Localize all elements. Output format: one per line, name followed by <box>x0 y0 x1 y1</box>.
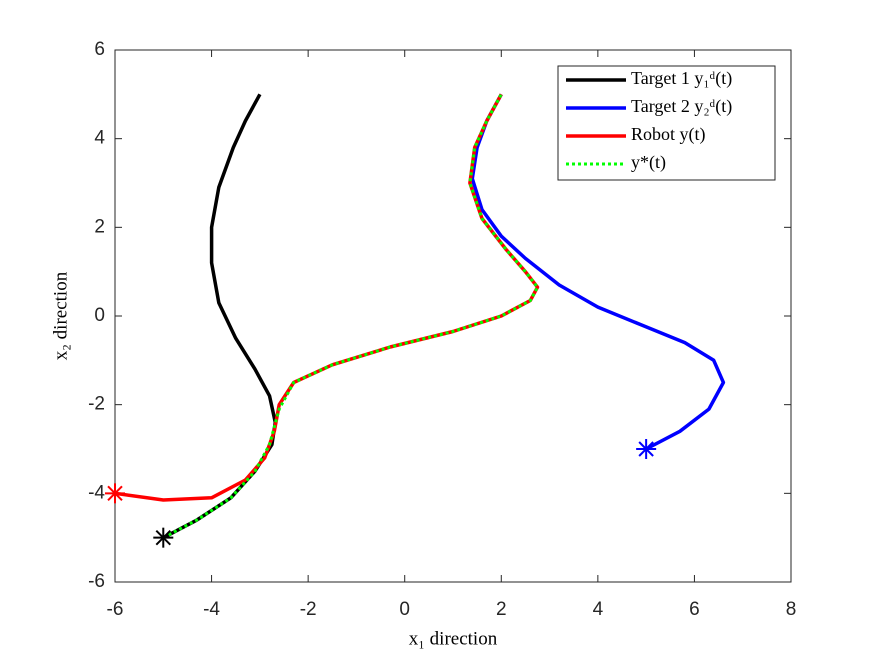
y-tick-label: -2 <box>88 394 105 415</box>
x-tick-label: -2 <box>300 599 317 620</box>
x-tick-label: -6 <box>107 599 124 620</box>
x-tick-label: 2 <box>496 599 507 620</box>
y-tick-label: 6 <box>94 39 105 60</box>
marker-stroke <box>155 529 171 546</box>
y-tick-label: 4 <box>94 128 105 149</box>
legend-label: Target 2 y₂ᵈ(t) <box>631 96 732 117</box>
x-tick-label: -4 <box>203 599 220 620</box>
x-tick-label: 4 <box>593 599 604 620</box>
marker-stroke <box>107 485 123 502</box>
legend-label: Robot y(t) <box>631 124 706 145</box>
x-axis-label: x₁ direction <box>409 628 498 649</box>
x-tick-label: 0 <box>399 599 410 620</box>
marker-stroke <box>638 441 654 457</box>
x-tick-label: 6 <box>689 599 700 620</box>
y-tick-label: 2 <box>94 216 105 237</box>
y-tick-label: -4 <box>88 482 105 503</box>
series-line <box>162 93 539 540</box>
y-tick-label: -6 <box>88 571 105 592</box>
start-marker <box>105 483 125 504</box>
legend-label: Target 1 y₁ᵈ(t) <box>631 68 732 89</box>
start-marker <box>636 439 657 459</box>
series-line <box>470 93 726 451</box>
y-tick-label: 0 <box>94 305 105 326</box>
legend-box <box>557 65 776 181</box>
legend-label: y*(t) <box>631 152 666 173</box>
x-tick-label: 8 <box>786 599 797 620</box>
y-axis-label: x₂ direction <box>50 271 71 360</box>
start-marker <box>153 527 174 548</box>
